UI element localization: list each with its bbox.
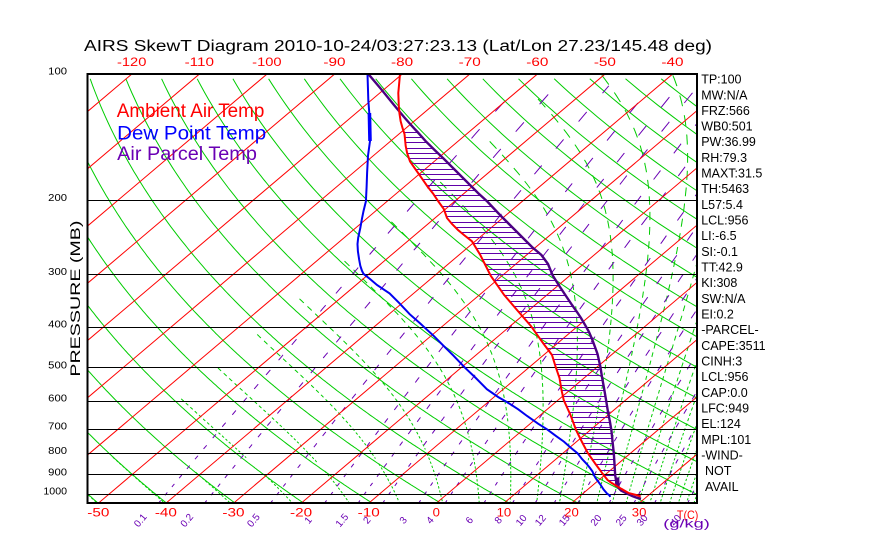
svg-text:LCL:956: LCL:956 [701, 370, 748, 384]
svg-text:-WIND-: -WIND- [701, 448, 743, 462]
svg-text:TP:100: TP:100 [701, 73, 741, 87]
svg-text:-120: -120 [117, 57, 146, 69]
svg-text:LI:-6.5: LI:-6.5 [701, 229, 736, 243]
svg-text:FRZ:566: FRZ:566 [701, 104, 750, 118]
svg-text:Ambient Air Temp: Ambient Air Temp [117, 100, 265, 122]
svg-text:700: 700 [48, 422, 67, 433]
svg-text:PRESSURE (MB): PRESSURE (MB) [68, 221, 83, 377]
svg-text:Air Parcel Temp: Air Parcel Temp [117, 143, 257, 165]
svg-text:-PARCEL-: -PARCEL- [701, 323, 758, 337]
svg-text:CINH:3: CINH:3 [701, 355, 742, 369]
svg-text:TT:42.9: TT:42.9 [701, 261, 743, 275]
svg-text:LCL:956: LCL:956 [701, 214, 748, 228]
svg-text:-50: -50 [87, 508, 109, 520]
svg-text:10: 10 [497, 508, 512, 520]
svg-text:AIRS SkewT Diagram 2010-10-24/: AIRS SkewT Diagram 2010-10-24/03:27:23.1… [84, 38, 712, 55]
svg-text:CAPE:3511: CAPE:3511 [701, 339, 765, 353]
svg-text:-50: -50 [594, 57, 616, 69]
svg-text:20: 20 [564, 508, 579, 520]
svg-text:500: 500 [48, 360, 67, 371]
svg-text:8: 8 [493, 515, 505, 527]
svg-text:KI:308: KI:308 [701, 276, 737, 290]
svg-text:EI:0.2: EI:0.2 [701, 308, 734, 322]
svg-text:-110: -110 [185, 57, 214, 69]
svg-text:1: 1 [303, 515, 315, 527]
svg-text:-90: -90 [323, 57, 345, 69]
svg-text:-20: -20 [290, 508, 312, 520]
svg-text:-30: -30 [222, 508, 244, 520]
svg-text:-100: -100 [252, 57, 281, 69]
svg-text:300: 300 [48, 267, 67, 278]
svg-text:WB0:501: WB0:501 [701, 120, 752, 134]
svg-text:SW:N/A: SW:N/A [701, 292, 746, 306]
svg-text:900: 900 [48, 468, 67, 479]
svg-text:-40: -40 [155, 508, 177, 520]
svg-text:30: 30 [632, 508, 647, 520]
svg-text:EL:124: EL:124 [701, 417, 741, 431]
svg-text:PW:36.99: PW:36.99 [701, 135, 756, 149]
svg-text:1000: 1000 [43, 487, 67, 498]
svg-text:TH:5463: TH:5463 [701, 182, 749, 196]
svg-text:-10: -10 [358, 508, 380, 520]
svg-text:6: 6 [464, 515, 476, 527]
svg-text:SI:-0.1: SI:-0.1 [701, 245, 738, 259]
svg-text:CAP:0.0: CAP:0.0 [701, 386, 748, 400]
svg-text:Dew Point Temp: Dew Point Temp [117, 123, 266, 145]
svg-text:RH:79.3: RH:79.3 [701, 151, 747, 165]
svg-text:MPL:101: MPL:101 [701, 433, 751, 447]
svg-text:-70: -70 [459, 57, 481, 69]
svg-text:100: 100 [48, 67, 67, 78]
svg-text:-80: -80 [391, 57, 413, 69]
svg-text:L57:5.4: L57:5.4 [701, 198, 743, 212]
svg-text:-60: -60 [526, 57, 548, 69]
svg-text:-40: -40 [661, 57, 683, 69]
svg-text:LFC:949: LFC:949 [701, 402, 749, 416]
svg-text:3: 3 [398, 515, 410, 527]
svg-text:800: 800 [48, 446, 67, 457]
svg-text:200: 200 [48, 193, 67, 204]
svg-text:400: 400 [48, 320, 67, 331]
svg-text:4: 4 [425, 515, 437, 527]
svg-text:MAXT:31.5: MAXT:31.5 [701, 167, 762, 181]
svg-text:0: 0 [433, 508, 440, 520]
svg-text:600: 600 [48, 394, 67, 405]
svg-text:MW:N/A: MW:N/A [701, 88, 748, 102]
svg-text:NOT: NOT [705, 464, 732, 478]
svg-text:(g/kg): (g/kg) [663, 517, 710, 531]
svg-text:AVAIL: AVAIL [705, 480, 739, 494]
svg-text:2: 2 [361, 515, 373, 527]
svg-text:T(C): T(C) [677, 508, 699, 522]
